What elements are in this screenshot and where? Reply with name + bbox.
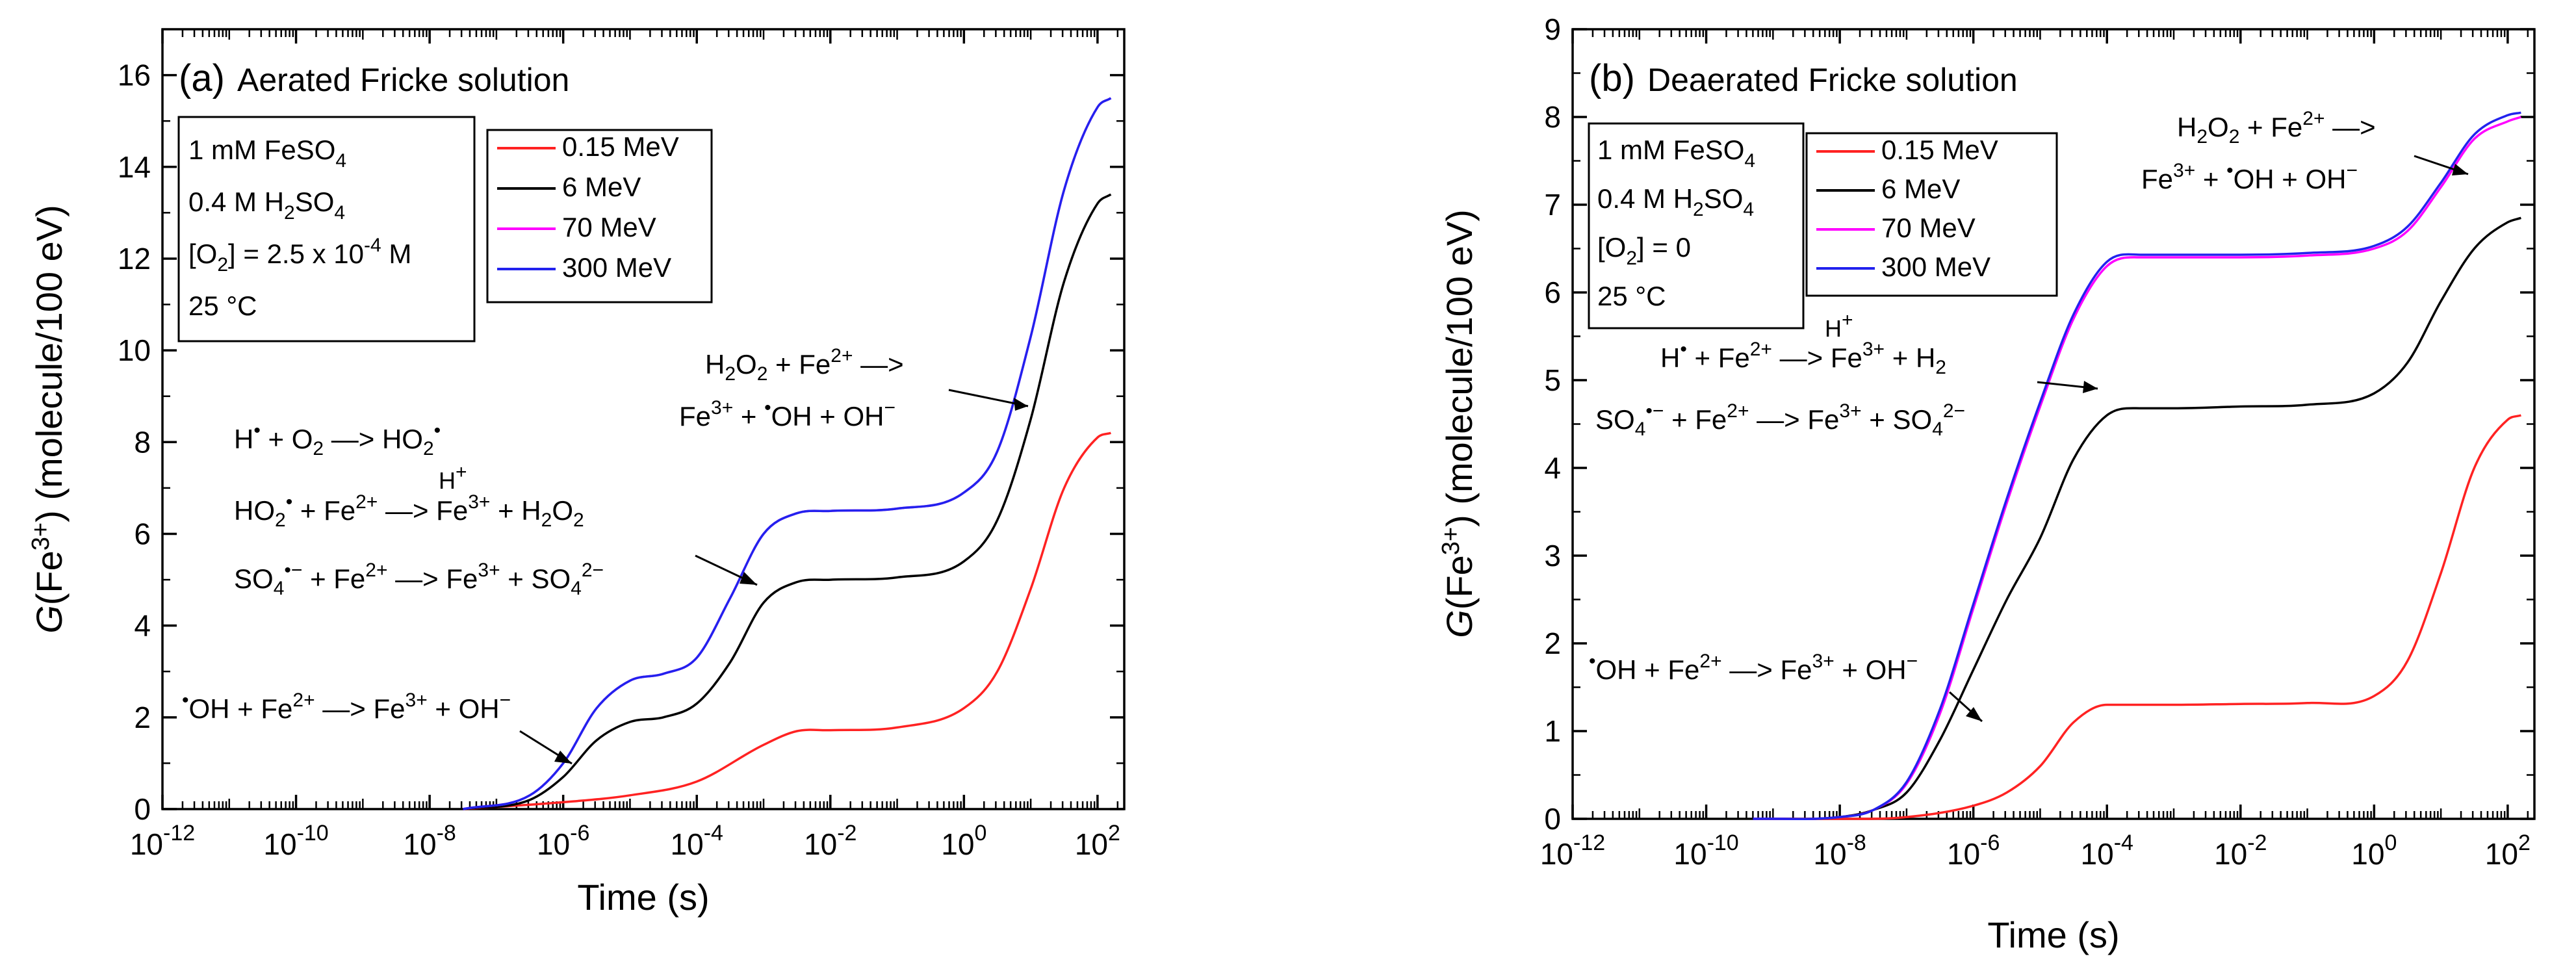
arrowhead-h-fe-b — [2083, 381, 2098, 393]
legend-label: 6 MeV — [1881, 174, 1960, 204]
series-line-0-15-mev — [1753, 414, 2521, 820]
legend-a — [486, 129, 713, 303]
annotation-oh-a: •OH + Fe2+ —> Fe3+ + OH− — [182, 690, 511, 724]
x-tick-label: 10-4 — [671, 821, 723, 861]
condition-fe-b: 1 mM FeSO4 — [1597, 135, 1755, 172]
panel-title-b: Deaerated Fricke solution — [1647, 62, 2018, 98]
series-line-300-mev — [463, 97, 1112, 810]
series-line-6-mev — [1753, 216, 2521, 820]
x-tick-label: 10-12 — [130, 821, 195, 861]
legend-items-b: 0.15 MeV 6 MeV 70 MeV 300 MeV — [1816, 135, 1998, 282]
y-tick-label: 10 — [118, 333, 151, 367]
arrowhead-h2o2-b — [2452, 164, 2468, 175]
y-axis-title-b: G(Fe3+) (molecule/100 eV) — [1437, 209, 1480, 638]
condition-h2so4-a: 0.4 M H2SO4 — [188, 187, 345, 224]
y-tick-label: 2 — [1544, 626, 1561, 660]
annotation-fe3-a: Fe3+ + •OH + OH− — [679, 397, 895, 432]
conditions-box-b — [1588, 122, 1805, 329]
annotation-h-o2-a: H• + O2 —> HO2• — [234, 420, 441, 459]
annotation-oh-b: •OH + Fe2+ —> Fe3+ + OH− — [1589, 651, 1918, 685]
x-tick-label: 10-2 — [2214, 831, 2267, 871]
y-tick-label: 6 — [134, 517, 151, 550]
x-tick-label: 10-10 — [263, 821, 328, 861]
annotation-h2o2-b: H2O2 + Fe2+ —> — [2177, 108, 2376, 148]
x-tick-label: 10-12 — [1540, 831, 1605, 871]
arrowhead-h2o2-a — [1014, 398, 1028, 411]
legend-label: 0.15 MeV — [562, 131, 679, 162]
y-tick-label: 3 — [1544, 539, 1561, 573]
x-tick-label: 10-8 — [1813, 831, 1866, 871]
y-tick-label: 2 — [134, 701, 151, 734]
x-tick-label: 100 — [2351, 831, 2397, 871]
legend-label: 300 MeV — [562, 252, 671, 283]
panel-title-a: Aerated Fricke solution — [237, 62, 569, 98]
x-tick-label: 10-4 — [2081, 831, 2133, 871]
curves-b — [1753, 111, 2521, 820]
y-tick-label: 4 — [1544, 451, 1561, 485]
y-tick-label: 8 — [1544, 100, 1561, 134]
arrowhead-oh-b — [1966, 707, 1982, 721]
y-tick-label: 9 — [1544, 12, 1561, 46]
annotation-hplus-a: H+ — [439, 461, 467, 494]
arrowhead-so4-a — [740, 572, 757, 585]
legend-items-a: 0.15 MeV 6 MeV 70 MeV 300 MeV — [497, 131, 679, 283]
condition-temp-b: 25 °C — [1597, 281, 1666, 311]
y-tick-label: 0 — [134, 792, 151, 826]
y-tick-label: 4 — [134, 609, 151, 643]
annotation-h-fe-b: H• + Fe2+ —> Fe3+ + H2 — [1660, 339, 1946, 378]
axis-ticks-b: 10-12 10-10 10-8 10-6 10-4 10-2 100 102 0 1 2 3 4 5 6 7… — [1540, 12, 2534, 871]
annotation-so4-a: SO4•− + Fe2+ —> Fe3+ + SO42− — [234, 560, 604, 599]
legend-label: 70 MeV — [1881, 213, 1976, 243]
y-tick-label: 6 — [1544, 276, 1561, 309]
curves-a — [463, 97, 1112, 810]
series-line-6-mev — [463, 193, 1112, 810]
x-axis-title-a: Time (s) — [577, 877, 709, 918]
x-tick-label: 10-6 — [1947, 831, 2000, 871]
y-tick-label: 5 — [1544, 363, 1561, 397]
y-tick-label: 0 — [1544, 802, 1561, 836]
legend-label: 6 MeV — [562, 172, 641, 202]
series-line-300-mev — [1753, 111, 2521, 820]
y-tick-label: 16 — [118, 58, 151, 92]
y-tick-label: 14 — [118, 150, 151, 184]
y-tick-label: 1 — [1544, 714, 1561, 748]
x-tick-label: 102 — [1075, 821, 1120, 861]
legend-label: 300 MeV — [1881, 251, 1990, 282]
series-line-70-mev — [1753, 116, 2521, 820]
series-line-0-15-mev — [463, 432, 1111, 810]
panel-a: 10-12 10-10 10-8 10-6 10-4 10-2 100 102 0 2 4 6 8 10 1… — [27, 28, 1126, 918]
annotation-h2o2-a: H2O2 + Fe2+ —> — [705, 345, 904, 385]
legend-label: 70 MeV — [562, 212, 656, 242]
axis-ticks-a: 10-12 10-10 10-8 10-6 10-4 10-2 100 102 0 2 4 6 8 10 1… — [118, 28, 1124, 861]
conditions-box-a — [177, 116, 476, 342]
panel-b: 10-12 10-10 10-8 10-6 10-4 10-2 100 102 0 1 2 3 4 5 6 7… — [1437, 12, 2536, 955]
y-tick-label: 12 — [118, 242, 151, 276]
annotation-fe3-b: Fe3+ + •OH + OH− — [2141, 160, 2358, 194]
x-tick-label: 10-8 — [403, 821, 456, 861]
y-tick-label: 8 — [134, 425, 151, 459]
condition-h2so4-b: 0.4 M H2SO4 — [1597, 183, 1754, 220]
x-tick-label: 102 — [2485, 831, 2531, 871]
legend-label: 0.15 MeV — [1881, 135, 1998, 165]
annotation-ho2-a: HO2• + Fe2+ —> Fe3+ + H2O2 — [234, 491, 584, 531]
panel-label-a: (a) — [179, 57, 225, 99]
annotation-hplus-b: H+ — [1825, 309, 1853, 342]
condition-temp-a: 25 °C — [188, 290, 257, 321]
condition-fe-a: 1 mM FeSO4 — [188, 135, 346, 172]
x-tick-label: 100 — [941, 821, 986, 861]
y-tick-label: 7 — [1544, 188, 1561, 222]
annotation-so4-b: SO4•− + Fe2+ —> Fe3+ + SO42− — [1595, 400, 1965, 440]
x-axis-title-b: Time (s) — [1987, 914, 2119, 955]
x-tick-label: 10-2 — [804, 821, 857, 861]
plot-frame-a — [161, 28, 1126, 810]
y-axis-title-a: G(Fe3+) (molecule/100 eV) — [27, 205, 70, 634]
x-tick-label: 10-10 — [1673, 831, 1738, 871]
x-tick-label: 10-6 — [537, 821, 589, 861]
arrowhead-oh-a — [554, 751, 572, 764]
panel-label-b: (b) — [1589, 57, 1635, 99]
